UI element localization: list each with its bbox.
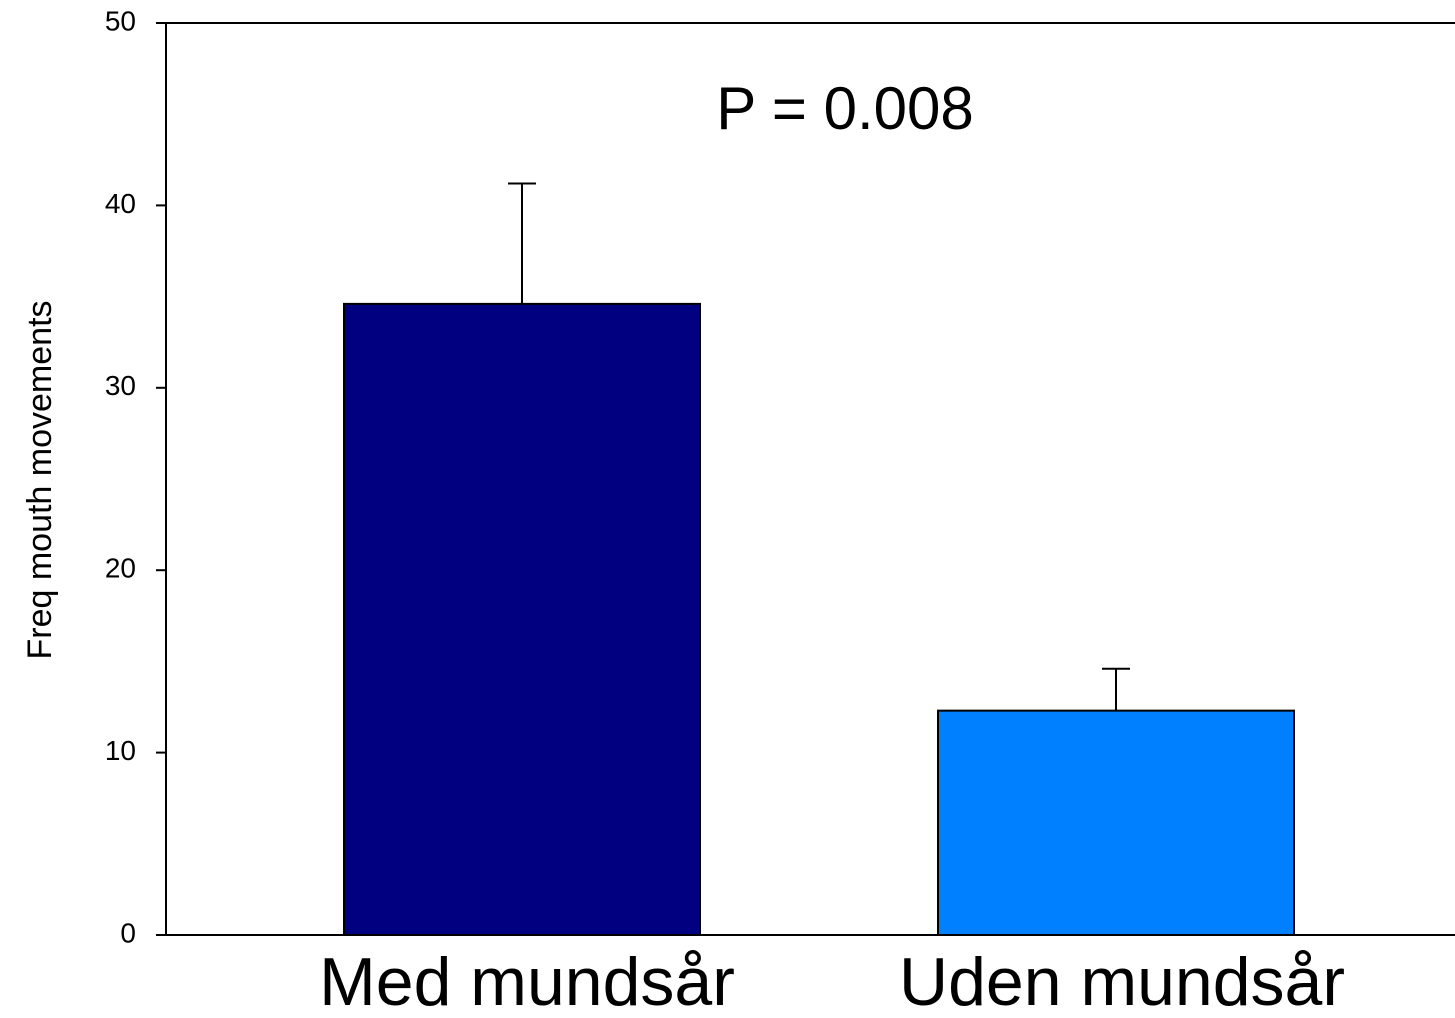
y-tick-label: 50 bbox=[105, 5, 136, 36]
bar bbox=[343, 302, 701, 936]
bar bbox=[937, 709, 1295, 937]
y-tick-label: 0 bbox=[120, 917, 136, 948]
y-tick-label: 20 bbox=[105, 553, 136, 584]
x-tick-label: Med mundsår bbox=[319, 944, 735, 1018]
y-axis-label: Freq mouth movements bbox=[21, 300, 59, 659]
y-tick-label: 30 bbox=[105, 370, 136, 401]
annotation: P = 0.008 bbox=[716, 75, 973, 142]
x-tick-label: Uden mundsår bbox=[899, 944, 1345, 1018]
y-tick-label: 10 bbox=[105, 735, 136, 766]
y-tick-label: 40 bbox=[105, 188, 136, 219]
